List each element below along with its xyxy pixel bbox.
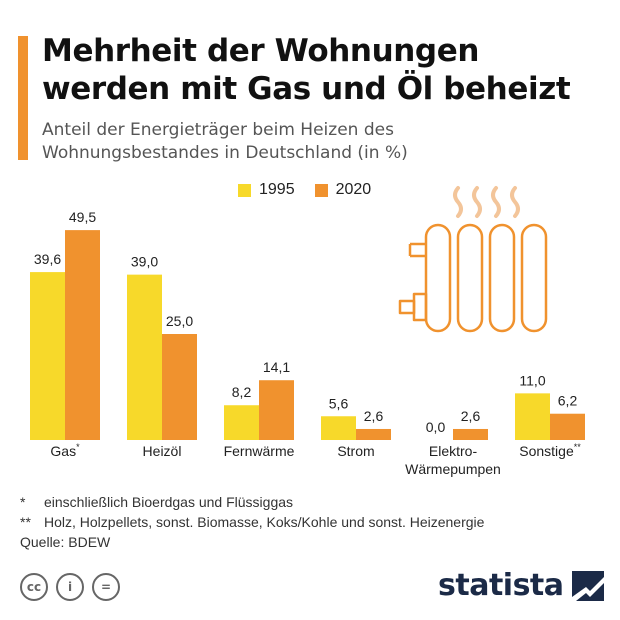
footnote-1: * einschließlich Bioerdgas und Flüssiggas [20, 494, 294, 510]
data-label-2020-5: 6,2 [558, 393, 578, 409]
footnotes: * einschließlich Bioerdgas und Flüssiggas… [20, 492, 484, 552]
data-label-1995-5: 11,0 [519, 372, 545, 388]
category-label-2: Fernwärme [224, 443, 295, 459]
data-label-2020-2: 14,1 [263, 359, 290, 375]
data-label-1995-1: 39,0 [131, 254, 158, 270]
source: Quelle: BDEW [20, 534, 111, 550]
chart-title: Mehrheit der Wohnungen werden mit Gas un… [42, 32, 612, 108]
bar-1995-0 [30, 272, 65, 440]
category-label-5: Sonstige** [519, 442, 581, 459]
legend-swatch-2020 [314, 183, 328, 197]
legend: 1995 2020 [238, 181, 391, 199]
cc-icon: cc [20, 573, 48, 601]
data-label-1995-4: 0,0 [426, 419, 446, 435]
subtitle-line-2: Wohnungsbestandes in Deutschland (in %) [42, 143, 408, 163]
bar-2020-3 [356, 428, 391, 440]
accent-bar [18, 36, 28, 160]
chart-subtitle: Anteil der Energieträger beim Heizen des… [42, 119, 602, 165]
data-label-2020-4: 2,6 [461, 408, 481, 424]
license-icons: cc i = [20, 573, 128, 601]
bar-1995-2 [224, 405, 259, 440]
statista-mark-icon [571, 570, 604, 601]
bar-2020-2 [259, 380, 294, 440]
bar-2020-5 [550, 413, 585, 440]
bar-1995-5 [515, 393, 550, 440]
category-label-4: Elektro- [429, 443, 478, 459]
logo-text: statista [438, 568, 564, 603]
legend-item-1995: 1995 [238, 181, 295, 199]
category-label-3: Strom [337, 443, 374, 459]
nd-icon: = [92, 573, 120, 601]
data-label-2020-1: 25,0 [166, 313, 193, 329]
data-label-1995-0: 39,6 [34, 251, 61, 267]
legend-label-2020: 2020 [335, 181, 372, 198]
legend-swatch-1995 [238, 183, 251, 197]
category-label-0: Gas* [50, 442, 80, 459]
statista-logo: statista [438, 568, 604, 603]
bar-2020-0 [65, 230, 100, 440]
legend-label-1995: 1995 [259, 181, 295, 198]
data-label-1995-2: 8,2 [232, 384, 252, 400]
category-label-1: Heizöl [143, 443, 182, 459]
title-line-2: werden mit Gas und Öl beheizt [42, 71, 571, 107]
bar-2020-4 [453, 428, 488, 440]
data-label-1995-3: 5,6 [329, 395, 349, 411]
bar-1995-1 [127, 274, 162, 440]
steam-icon [453, 186, 520, 218]
subtitle-line-1: Anteil der Energieträger beim Heizen des [42, 120, 394, 140]
data-label-2020-0: 49,5 [69, 209, 96, 225]
by-icon: i [56, 573, 84, 601]
data-label-2020-3: 2,6 [364, 408, 384, 424]
legend-item-2020: 2020 [314, 181, 372, 199]
bar-1995-3 [321, 416, 356, 440]
footnote-2: ** Holz, Holzpellets, sonst. Biomasse, Ko… [20, 514, 485, 530]
category-label-4-line-2: Wärmepumpen [405, 461, 501, 477]
title-line-1: Mehrheit der Wohnungen [42, 33, 480, 69]
bar-2020-1 [162, 334, 197, 440]
